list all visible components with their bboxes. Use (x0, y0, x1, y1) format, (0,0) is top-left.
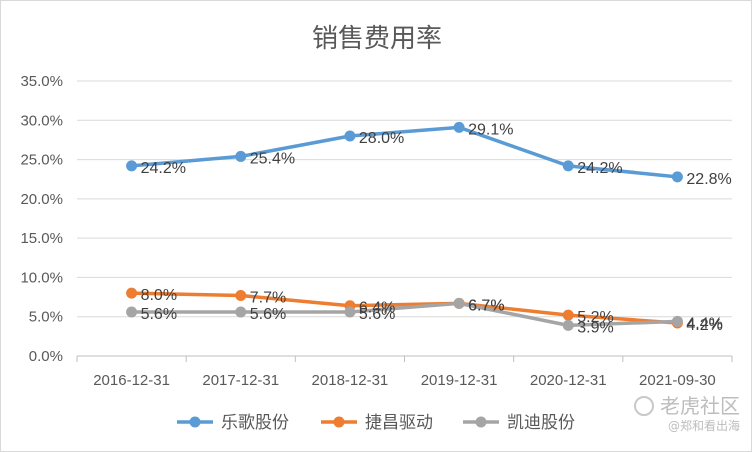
legend-label: 乐歌股份 (221, 413, 289, 433)
y-tick-label: 5.0% (29, 309, 63, 326)
data-point (562, 160, 574, 172)
x-axis: 2016-12-31 2017-12-31 2018-12-31 2019-12-31… (76, 356, 733, 389)
data-label: 28.0% (359, 130, 404, 147)
data-label: 5.6% (250, 306, 286, 323)
data-point (126, 287, 138, 299)
series-group (126, 121, 683, 331)
y-tick-label: 30.0% (20, 112, 63, 129)
y-tick-label: 20.0% (20, 191, 63, 208)
data-label: 22.8% (686, 171, 731, 188)
y-axis: 0.0% 5.0% 10.0% 15.0% 20.0% 25.0% 30.0% 35.0% (20, 73, 63, 365)
data-label: 4.4% (686, 315, 722, 332)
data-label: 5.6% (359, 306, 395, 323)
series-line (129, 301, 680, 328)
x-tick-label: 2021-09-30 (639, 372, 716, 389)
legend-marker (189, 416, 201, 428)
data-point (344, 306, 356, 318)
legend: 乐歌股份 捷昌驱动 凯迪股份 (177, 413, 575, 433)
watermark-brand: 老虎社区 (660, 394, 740, 418)
y-tick-label: 15.0% (20, 230, 63, 247)
data-point (453, 297, 465, 309)
series-line (129, 291, 680, 325)
x-tick-label: 2019-12-31 (421, 372, 498, 389)
data-label: 7.7% (250, 290, 286, 307)
watermark-handle: @郑和看出海 (667, 419, 740, 433)
data-point (562, 309, 574, 321)
data-label: 29.1% (468, 121, 513, 138)
legend-marker (333, 416, 345, 428)
data-point (671, 171, 683, 183)
y-tick-label: 35.0% (20, 73, 63, 90)
data-label: 6.7% (468, 297, 504, 314)
data-label: 4.2% (686, 317, 722, 334)
data-label: 5.2% (577, 309, 613, 326)
y-tick-label: 25.0% (20, 152, 63, 169)
data-label: 24.2% (141, 160, 186, 177)
legend-marker (475, 416, 487, 428)
data-label: 8.0% (141, 287, 177, 304)
data-labels: 24.2% 25.4% 28.0% 29.1% 24.2% 22.8% 8.0% 7.7% 6.… (141, 121, 732, 336)
legend-label: 凯迪股份 (507, 413, 575, 433)
x-tick-label: 2020-12-31 (530, 372, 607, 389)
data-point (344, 130, 356, 142)
data-point (126, 306, 138, 318)
legend-label: 捷昌驱动 (365, 413, 433, 433)
data-label: 25.4% (250, 150, 295, 167)
data-label: 3.9% (577, 319, 613, 336)
data-point (126, 160, 138, 172)
data-point (235, 290, 247, 301)
series-line (129, 125, 680, 179)
data-point (235, 150, 247, 162)
y-tick-label: 10.0% (20, 269, 63, 286)
x-tick-label: 2016-12-31 (93, 372, 170, 389)
data-point (671, 315, 683, 327)
data-label: 5.6% (141, 306, 177, 323)
data-point (235, 306, 247, 318)
tiger-logo-icon (634, 396, 654, 416)
data-point (453, 121, 465, 133)
data-label: 24.2% (577, 160, 622, 177)
watermark: 老虎社区 @郑和看出海 (634, 394, 740, 434)
data-label: 6.7% (468, 297, 504, 314)
x-tick-label: 2017-12-31 (202, 372, 279, 389)
chart-title: 销售费用率 (312, 24, 442, 54)
data-label: 6.4% (359, 300, 395, 317)
data-point (562, 319, 574, 331)
x-tick-label: 2018-12-31 (312, 372, 389, 389)
y-tick-label: 0.0% (29, 348, 63, 365)
